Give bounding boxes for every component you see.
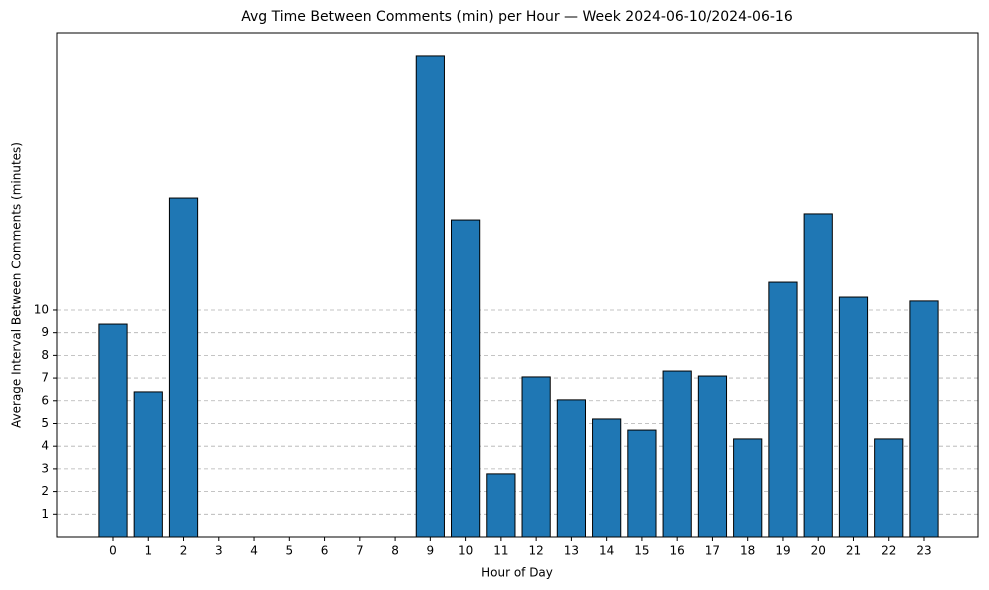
bar [133, 391, 163, 538]
y-tick-label: 8 [41, 348, 49, 362]
y-tick-label: 3 [41, 461, 49, 475]
x-tick-label: 18 [740, 544, 755, 558]
bar [909, 300, 939, 538]
x-tick-label: 22 [881, 544, 896, 558]
bar [733, 438, 763, 538]
x-tick-label: 11 [493, 544, 508, 558]
x-tick-label: 12 [528, 544, 543, 558]
x-axis-label: Hour of Day [481, 566, 553, 580]
x-tick-label: 1 [144, 544, 152, 558]
bar [451, 219, 481, 538]
plot-frame [56, 32, 979, 538]
bar [838, 296, 869, 538]
y-tick-label: 5 [41, 416, 49, 430]
x-tick-label: 2 [180, 544, 188, 558]
x-tick-label: 6 [321, 544, 329, 558]
bar [768, 281, 798, 538]
y-tick-label: 4 [41, 439, 49, 453]
x-tick-label: 3 [215, 544, 223, 558]
x-tick-label: 17 [705, 544, 720, 558]
bar [415, 55, 445, 538]
bar [803, 213, 833, 538]
x-tick-label: 4 [250, 544, 258, 558]
x-tick-label: 9 [427, 544, 435, 558]
x-tick-label: 14 [599, 544, 614, 558]
y-tick-label: 6 [41, 393, 49, 407]
x-tick-label: 23 [916, 544, 931, 558]
bars [98, 55, 939, 538]
chart-title: Avg Time Between Comments (min) per Hour… [241, 9, 793, 25]
y-axis-label: Average Interval Between Comments (minut… [10, 142, 24, 428]
y-tick-label: 7 [41, 371, 49, 385]
x-tick-label: 13 [564, 544, 579, 558]
x-tick-label: 7 [356, 544, 364, 558]
x-tick-label: 21 [846, 544, 861, 558]
y-tick-label: 2 [41, 484, 49, 498]
y-tick-label: 10 [34, 302, 49, 316]
x-tick-label: 16 [670, 544, 685, 558]
bar [486, 473, 516, 538]
x-tick-label: 5 [285, 544, 293, 558]
bar [168, 197, 199, 538]
x-tick-label: 15 [634, 544, 649, 558]
bar [874, 438, 904, 538]
y-tick-label: 9 [41, 325, 49, 339]
bar [592, 418, 622, 538]
bar [521, 376, 551, 538]
bar [556, 399, 586, 538]
x-tick-label: 20 [811, 544, 826, 558]
x-tick-label: 0 [109, 544, 117, 558]
bar [627, 429, 657, 538]
bar [662, 370, 692, 538]
x-tick-label: 10 [458, 544, 473, 558]
x-tick-label: 19 [775, 544, 790, 558]
y-tick-label: 1 [41, 507, 49, 521]
bar [697, 375, 728, 538]
bar [98, 323, 128, 538]
x-tick-label: 8 [391, 544, 399, 558]
